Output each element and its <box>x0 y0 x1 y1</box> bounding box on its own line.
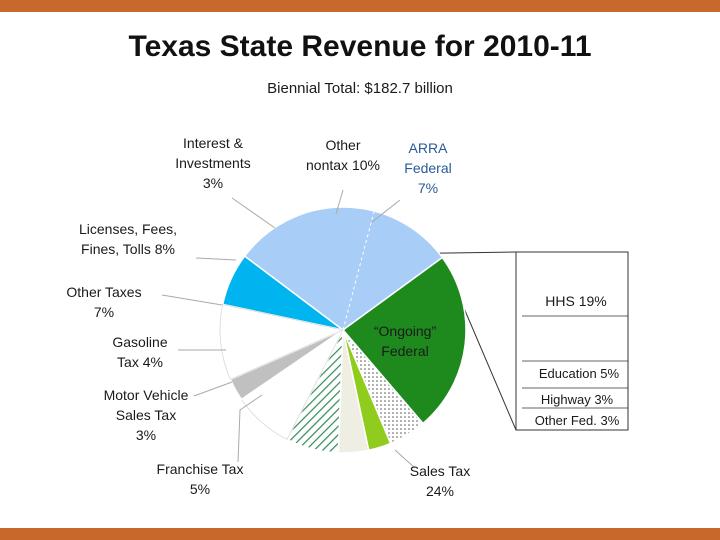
slice-label-other-taxes: Other Taxes 7% <box>66 284 141 320</box>
slice-label-motor-vehicle-sales-tax: Motor Vehicle Sales Tax 3% <box>104 387 189 443</box>
top-accent-bar <box>0 0 720 12</box>
leader-line-motor-vehicle-sales-tax <box>193 381 233 397</box>
slice-label-ongoing-federal: “Ongoing” Federal <box>374 323 437 359</box>
leader-line-franchise-tax <box>237 394 263 463</box>
slice-label-licenses-fees-fines-tolls: Licenses, Fees, Fines, Tolls 8% <box>79 221 177 257</box>
page-title: Texas State Revenue for 2010-11 <box>128 30 592 63</box>
breakdown-label-education: Education 5% <box>539 366 620 381</box>
leader-line-licenses-fees-fines-tolls <box>195 257 237 261</box>
breakdown-label-highway: Highway 3% <box>541 392 614 407</box>
slice-label-gasoline-tax: Gasoline Tax 4% <box>112 334 167 370</box>
leader-line-other-nontax <box>335 189 344 215</box>
slice-label-arra-federal: ARRA Federal 7% <box>404 140 451 196</box>
leader-line-arra-federal <box>371 199 401 223</box>
leader-line-other-taxes <box>161 294 223 306</box>
chart-subtitle: Biennial Total: $182.7 billion <box>267 80 453 97</box>
leader-line-interest-investments <box>231 197 276 229</box>
slice-label-other-nontax: Other nontax 10% <box>306 137 380 173</box>
slice-label-franchise-tax: Franchise Tax 5% <box>157 461 244 497</box>
pie-slice-outline <box>219 303 345 380</box>
breakdown-label-other-fed: Other Fed. 3% <box>535 413 620 428</box>
breakdown-label-hhs: HHS 19% <box>545 293 606 309</box>
ongoing-federal-split-line <box>342 210 375 331</box>
slice-label-sales-tax: Sales Tax 24% <box>410 463 470 499</box>
bottom-accent-bar <box>0 528 720 540</box>
slice-label-interest-investments: Interest & Investments 3% <box>175 135 250 191</box>
leader-line-sales-tax <box>394 449 416 469</box>
pie-slice-ongoing-federal <box>243 206 444 331</box>
pie-slice-sales-tax <box>341 256 467 425</box>
breakdown-connector <box>244 251 629 431</box>
